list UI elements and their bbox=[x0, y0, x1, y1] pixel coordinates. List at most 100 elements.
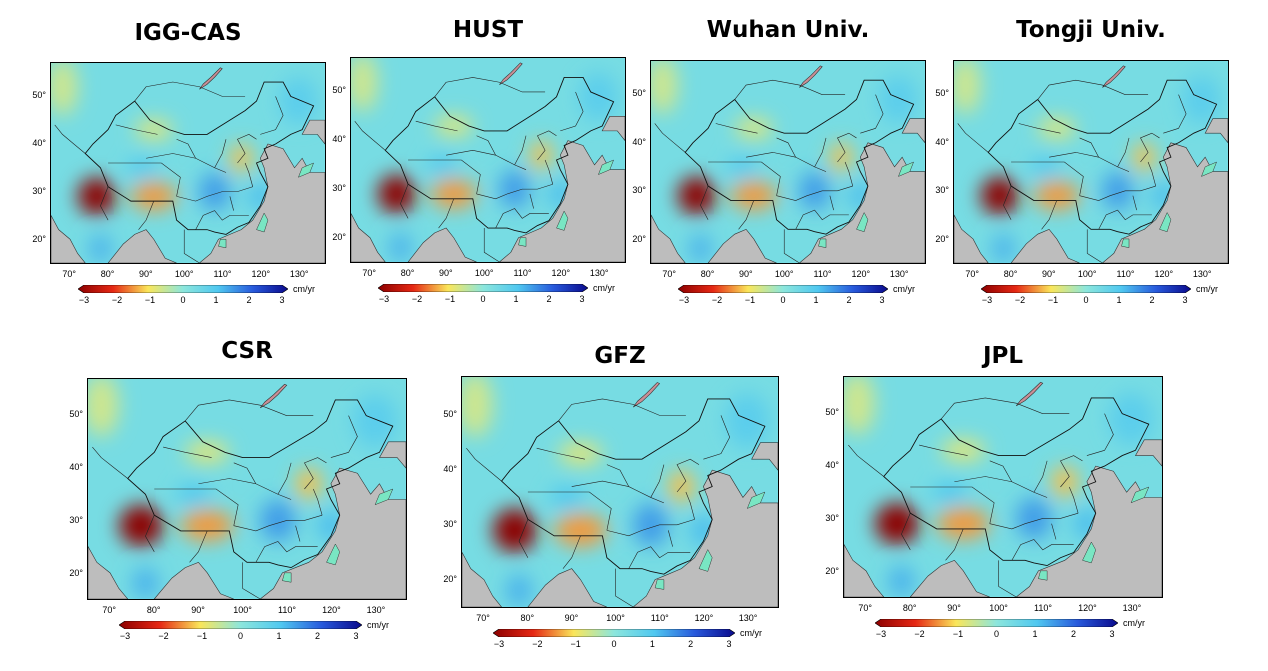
island bbox=[556, 210, 569, 231]
lat-tick-label: 50° bbox=[69, 409, 83, 419]
field-anomaly bbox=[558, 442, 603, 465]
province-border bbox=[237, 134, 257, 164]
china-border bbox=[384, 76, 615, 234]
lake-baikal bbox=[1015, 381, 1044, 407]
lon-tick-label: 90° bbox=[1042, 269, 1056, 279]
country-border bbox=[998, 560, 1017, 597]
colorbar-unit: cm/yr bbox=[1123, 618, 1145, 628]
ocean-mask bbox=[259, 467, 406, 599]
island bbox=[374, 488, 394, 506]
lake-baikal bbox=[1102, 65, 1126, 88]
lat-tick-label: 50° bbox=[32, 89, 46, 100]
province-border bbox=[330, 415, 358, 458]
island bbox=[897, 161, 915, 177]
lat-tick-label: 40° bbox=[825, 459, 839, 470]
colorbar-tick-label: −3 bbox=[78, 295, 90, 305]
lon-tick-label: 90° bbox=[947, 603, 961, 613]
country-border bbox=[100, 186, 109, 221]
province-border bbox=[668, 530, 673, 547]
lon-tick-label: 110° bbox=[1116, 269, 1135, 279]
province-border bbox=[214, 139, 227, 168]
province-border bbox=[255, 541, 318, 563]
colorbar-tick-label: 2 bbox=[314, 631, 320, 641]
province-border bbox=[415, 120, 458, 132]
field-anomaly bbox=[492, 508, 537, 553]
lon-tick-label: 80° bbox=[902, 603, 917, 613]
colorbar-tick-label: 3 bbox=[279, 295, 285, 305]
province-border bbox=[1079, 137, 1099, 158]
colorbar-tick-label: 0 bbox=[480, 294, 486, 304]
map-frame bbox=[87, 378, 407, 600]
field-anomaly bbox=[505, 574, 533, 607]
island bbox=[856, 211, 869, 233]
field-anomaly bbox=[430, 179, 477, 209]
country-border bbox=[562, 535, 581, 569]
field-anomaly bbox=[651, 61, 678, 114]
province-border bbox=[176, 186, 253, 202]
lat-tick-label: 20° bbox=[632, 233, 646, 244]
lon-tick-label: 70° bbox=[102, 605, 117, 615]
colorbar-tick-label: 3 bbox=[1182, 295, 1188, 305]
colorbar-tick-label: 2 bbox=[546, 294, 552, 304]
lat-tick-label: 20° bbox=[69, 567, 83, 578]
province-border bbox=[708, 161, 781, 196]
lon-tick-label: 90° bbox=[564, 613, 579, 623]
field-anomaly bbox=[579, 72, 618, 122]
lon-tick-label: 120° bbox=[322, 605, 341, 615]
province-border bbox=[536, 447, 585, 460]
colorbar-tick-label: 3 bbox=[353, 631, 359, 641]
province-border bbox=[685, 491, 695, 520]
field-anomaly bbox=[727, 157, 758, 177]
china-border bbox=[127, 399, 394, 569]
province-border bbox=[233, 462, 257, 484]
colorbar-tick-label: −2 bbox=[914, 629, 925, 639]
lat-tick-label: 50° bbox=[443, 408, 457, 419]
colorbar bbox=[981, 285, 1191, 309]
field-anomaly bbox=[874, 502, 920, 545]
china-border bbox=[84, 81, 315, 235]
lat-tick-label: 20° bbox=[332, 232, 346, 243]
lon-tick-label: 120° bbox=[551, 268, 571, 278]
province-border bbox=[746, 152, 827, 172]
colorbar-tick-label: 0 bbox=[611, 639, 617, 649]
colorbar-tick-label: 0 bbox=[993, 629, 999, 639]
lat-tick-label: 40° bbox=[32, 137, 46, 148]
province-border bbox=[1011, 539, 1074, 561]
ocean-mask bbox=[498, 140, 625, 262]
colorbar-tick-label: 0 bbox=[180, 295, 186, 305]
ocean-mask bbox=[153, 561, 234, 599]
lon-tick-label: 130° bbox=[366, 605, 386, 615]
lon-tick-label: 80° bbox=[700, 269, 715, 279]
lon-tick-label: 130° bbox=[1122, 603, 1142, 613]
field-anomaly bbox=[127, 158, 158, 178]
colorbar-tick-label: −3 bbox=[981, 295, 993, 305]
province-border bbox=[495, 208, 549, 229]
colorbar-tick-label: 1 bbox=[1032, 629, 1038, 639]
lon-tick-label: 100° bbox=[474, 268, 494, 278]
ocean-mask bbox=[51, 215, 86, 263]
country-border bbox=[945, 528, 964, 561]
ocean-mask bbox=[901, 118, 925, 144]
lon-tick-label: 120° bbox=[851, 269, 871, 279]
lat-tick-label: 40° bbox=[632, 136, 646, 147]
province-border bbox=[163, 446, 212, 458]
colorbar-tick-label: 3 bbox=[726, 639, 732, 649]
field-anomaly bbox=[633, 502, 669, 547]
field-anomaly bbox=[130, 182, 177, 211]
field-anomaly bbox=[199, 172, 230, 211]
china-border bbox=[500, 398, 766, 575]
lat-tick-label: 50° bbox=[825, 407, 839, 417]
lon-tick-label: 100° bbox=[174, 269, 194, 279]
province-border bbox=[1098, 209, 1152, 230]
colorbar-tick-label: −1 bbox=[1047, 295, 1059, 305]
colorbar-tick-label: 1 bbox=[276, 631, 282, 641]
colorbar-tick-label: 0 bbox=[1083, 295, 1089, 305]
colorbar bbox=[493, 629, 735, 653]
province-border bbox=[260, 96, 284, 135]
field-anomaly bbox=[936, 507, 990, 540]
field-anomaly bbox=[118, 504, 164, 547]
colorbar-tick-label: −3 bbox=[378, 294, 390, 304]
country-border bbox=[1086, 229, 1103, 263]
field-anomaly bbox=[279, 77, 318, 125]
province-border bbox=[527, 491, 612, 531]
